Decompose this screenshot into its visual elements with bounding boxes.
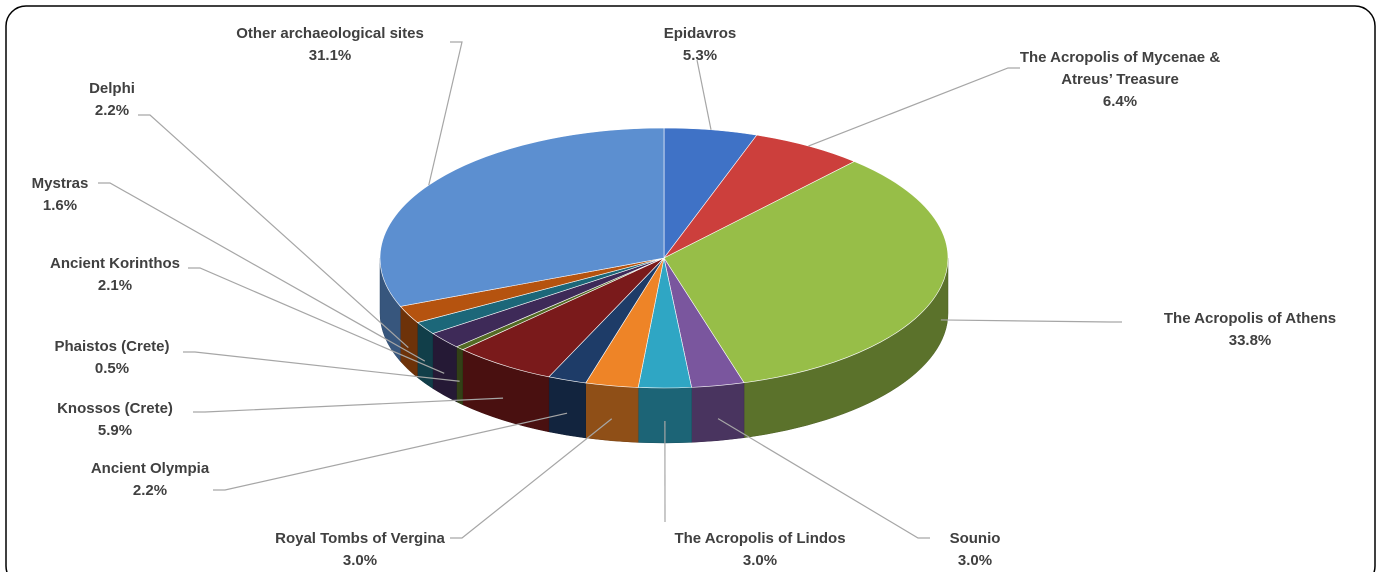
label-value: 2.2%: [132, 482, 168, 499]
data-label: Royal Tombs of Vergina 3.0%: [275, 528, 445, 572]
data-label: Phaistos (Crete) 0.5%: [54, 336, 169, 380]
leader-line: [98, 182, 426, 362]
leader-line: [213, 412, 568, 491]
slice: [663, 134, 856, 259]
label-name: Phaistos (Crete): [54, 338, 170, 355]
leader-line: [138, 114, 409, 349]
label-value: 2.2%: [94, 102, 130, 119]
label-value: 0.5%: [94, 360, 130, 377]
leader-line: [696, 59, 712, 130]
data-label: Knossos (Crete) 5.9%: [57, 398, 173, 442]
leader-line: [193, 397, 504, 413]
label-name: The Acropolis of Lindos: [674, 530, 846, 547]
frame: [5, 5, 1376, 572]
label-name: Other archaeological sites: [236, 25, 424, 42]
data-label: Sounio 3.0%: [950, 528, 1001, 572]
data-label: The Acropolis of Athens 33.8%: [1164, 308, 1336, 352]
leader-line: [183, 351, 460, 382]
slice-side: [548, 376, 586, 439]
label-name: Ancient Olympia: [90, 460, 210, 477]
label-value: 2.1%: [97, 277, 133, 294]
label-name: Sounio: [949, 530, 1001, 547]
label-value: 3.0%: [957, 552, 993, 569]
slice: [663, 161, 949, 384]
slice-side: [691, 382, 745, 443]
label-name: Ancient Korinthos: [50, 255, 180, 272]
data-label: Delphi 2.2%: [89, 78, 135, 122]
leader-line: [808, 67, 1020, 147]
label-value: 31.1%: [308, 47, 352, 64]
label-value: 5.9%: [97, 422, 133, 439]
label-name: Royal Tombs of Vergina: [275, 530, 445, 547]
leader-line: [188, 267, 445, 374]
label-value: 33.8%: [1228, 332, 1272, 349]
data-label: The Acropolis of Lindos 3.0%: [674, 528, 845, 572]
data-label: Ancient Korinthos 2.1%: [50, 253, 180, 297]
label-name: Mystras: [31, 175, 89, 192]
slice-side: [456, 346, 463, 406]
data-label: Other archaeological sites 31.1%: [236, 23, 424, 67]
leader-line: [717, 418, 930, 539]
label-name: Delphi: [89, 80, 135, 97]
label-value: 5.3%: [682, 47, 718, 64]
data-label: Mystras 1.6%: [32, 173, 89, 217]
data-label: Epidavros 5.3%: [664, 23, 737, 67]
label-name: Knossos (Crete): [57, 400, 173, 417]
label-name: The Acropolis of Mycenae & Atreus’ Treas…: [1019, 49, 1221, 88]
leader-line: [428, 41, 463, 186]
label-value: 3.0%: [342, 552, 378, 569]
label-value: 1.6%: [42, 197, 78, 214]
leader-line: [450, 418, 613, 539]
leader-line: [940, 319, 1122, 323]
label-value: 6.4%: [1102, 93, 1138, 110]
label-name: The Acropolis of Athens: [1163, 310, 1337, 327]
data-label: Ancient Olympia 2.2%: [91, 458, 209, 502]
data-label: The Acropolis of Mycenae & Atreus’ Treas…: [995, 47, 1245, 113]
label-value: 3.0%: [742, 552, 778, 569]
label-name: Epidavros: [663, 25, 737, 42]
